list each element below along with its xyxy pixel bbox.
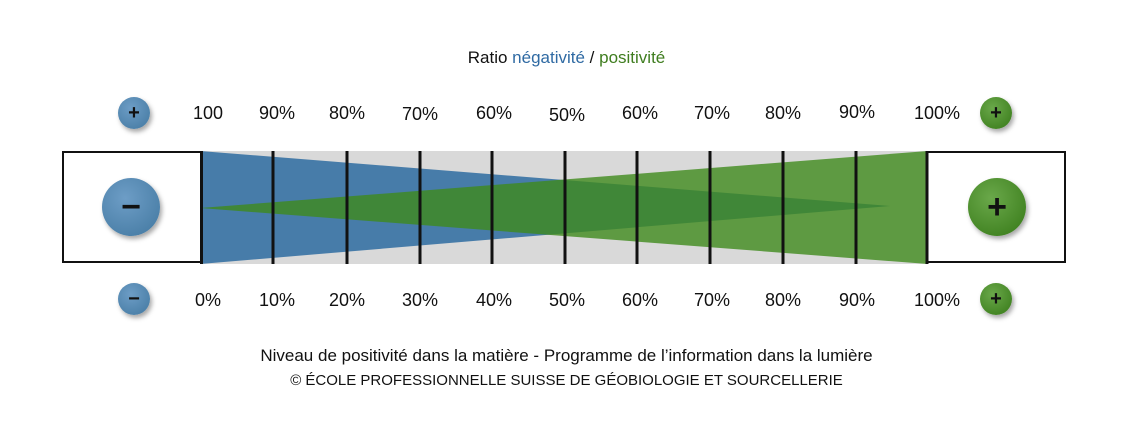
bottom-label-6: 60% bbox=[621, 290, 659, 310]
top-label-0: 100 bbox=[192, 103, 224, 123]
footer-copyright: © ÉCOLE PROFESSIONNELLE SUISSE DE GÉOBIO… bbox=[290, 372, 843, 389]
top-label-1: 90% bbox=[258, 103, 296, 123]
title-separator: / bbox=[584, 48, 600, 67]
top-label-9: 90% bbox=[838, 102, 876, 122]
top-label-2: 80% bbox=[328, 103, 366, 123]
band-dividers bbox=[200, 151, 929, 264]
top-label-5: 50% bbox=[548, 105, 586, 125]
top-label-6: 60% bbox=[621, 103, 659, 123]
top-right-plus-icon: + bbox=[980, 97, 1012, 129]
bottom-label-9: 90% bbox=[838, 290, 876, 310]
top-left-plus-icon: + bbox=[118, 97, 150, 129]
bottom-label-0: 0% bbox=[194, 290, 221, 310]
top-label-3: 70% bbox=[401, 104, 439, 124]
ratio-diagram bbox=[200, 151, 929, 264]
bottom-right-plus-icon: + bbox=[980, 283, 1012, 315]
top-label-10: 100% bbox=[913, 103, 961, 123]
minus-icon: − bbox=[102, 178, 160, 236]
title-positive: positivité bbox=[599, 48, 666, 67]
bottom-label-4: 40% bbox=[475, 290, 513, 310]
plus-icon: + bbox=[968, 178, 1026, 236]
bottom-label-8: 80% bbox=[764, 290, 802, 310]
title-negative: négativité bbox=[512, 48, 585, 67]
top-label-8: 80% bbox=[764, 103, 802, 123]
title-prefix: Ratio bbox=[467, 48, 513, 67]
bottom-label-5: 50% bbox=[548, 290, 586, 310]
bottom-label-3: 30% bbox=[401, 290, 439, 310]
bottom-left-minus-icon: − bbox=[118, 283, 150, 315]
top-label-4: 60% bbox=[475, 103, 513, 123]
bottom-label-1: 10% bbox=[258, 290, 296, 310]
top-label-7: 70% bbox=[693, 103, 731, 123]
bottom-label-10: 100% bbox=[913, 290, 961, 310]
chart-title: Ratio négativité / positivité bbox=[0, 48, 1133, 68]
footer-caption: Niveau de positivité dans la matière - P… bbox=[260, 346, 873, 365]
bottom-label-7: 70% bbox=[693, 290, 731, 310]
bottom-label-2: 20% bbox=[328, 290, 366, 310]
